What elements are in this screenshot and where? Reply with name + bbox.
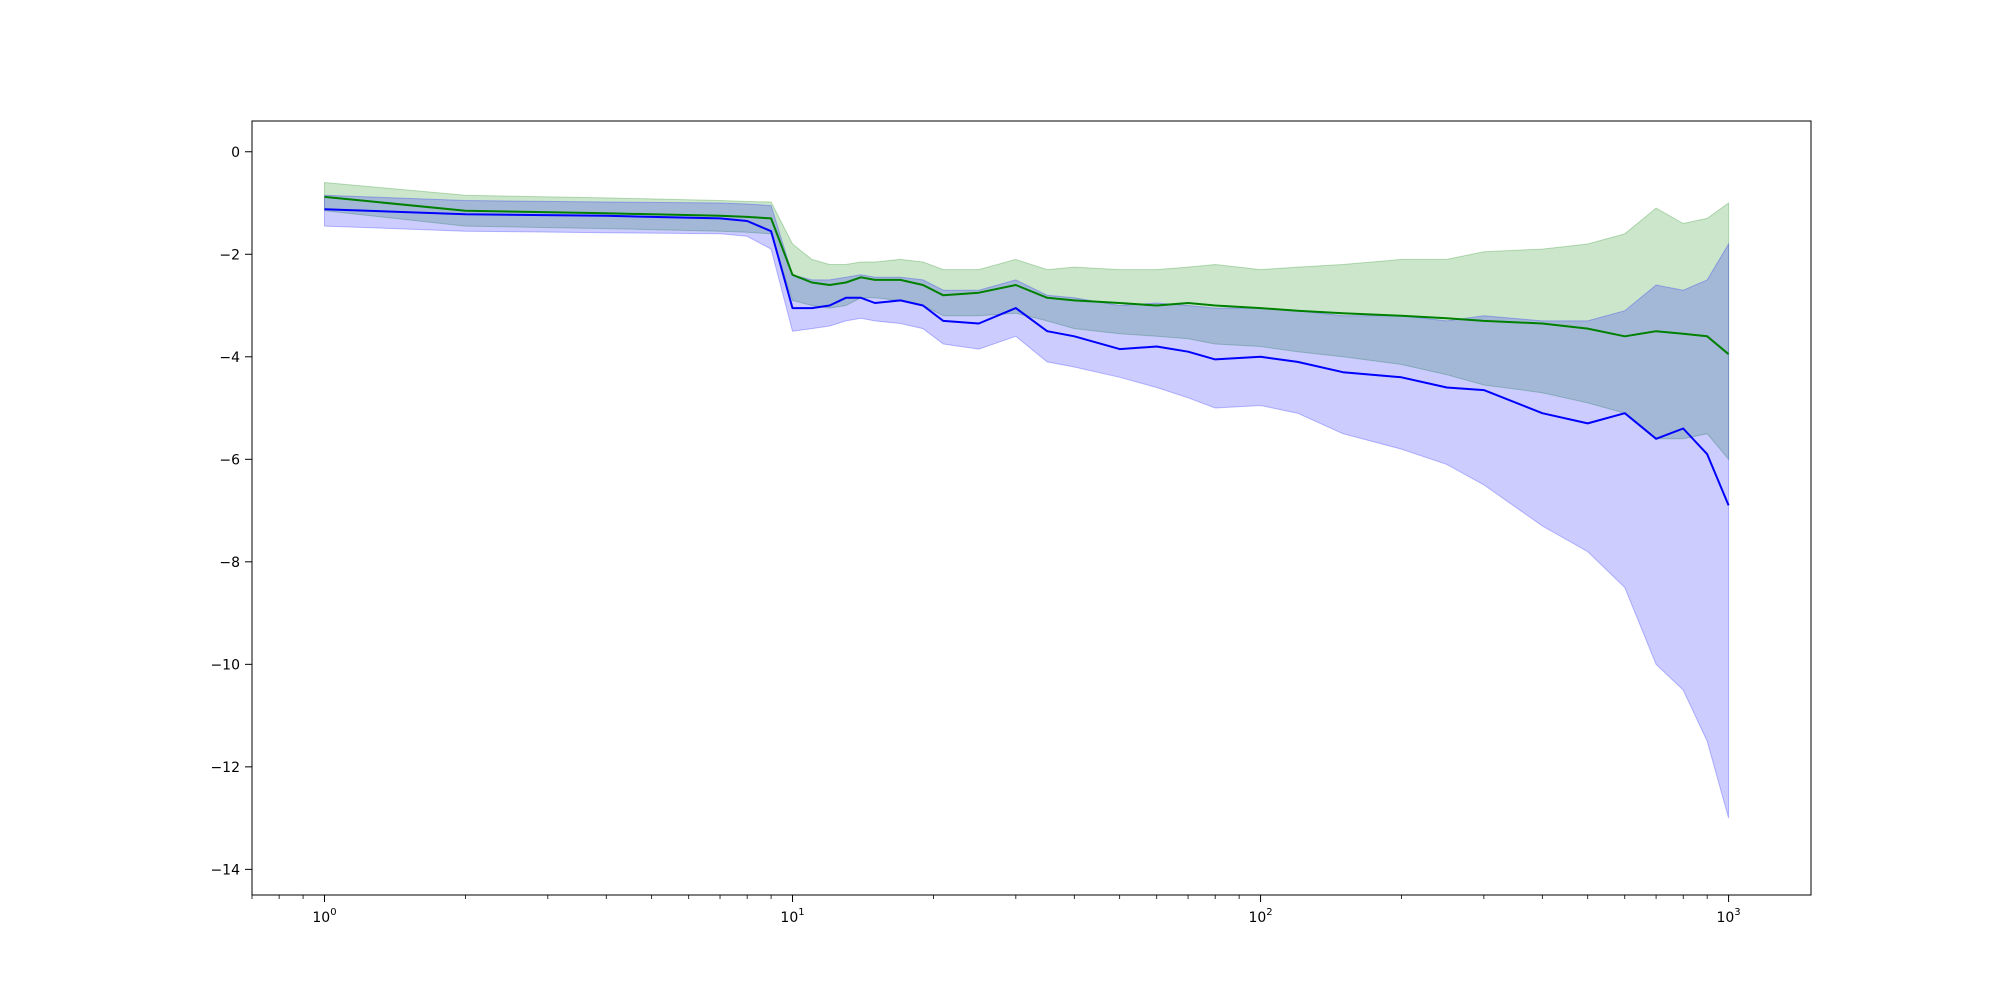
y-axis: 0 −2 −4 −6 −8 −10 −12 −14 <box>210 145 252 878</box>
y-tick-label: −4 <box>219 350 240 366</box>
x-tick-label: 102 <box>1248 907 1272 926</box>
plot-frame <box>251 120 1812 896</box>
line-series-2 <box>324 208 1730 506</box>
y-tick-label: −6 <box>219 452 240 468</box>
y-tick-label: −8 <box>219 555 240 571</box>
y-tick-label: −10 <box>210 657 240 673</box>
series-lines <box>324 195 1730 506</box>
y-tick-label: −14 <box>210 862 240 878</box>
x-axis: 100 101 102 103 <box>251 895 1741 926</box>
line-series-1 <box>324 195 1730 355</box>
confidence-bands <box>324 181 1730 819</box>
x-tick-label: 103 <box>1716 907 1740 926</box>
band-series-2 <box>324 194 1730 819</box>
y-tick-label: 0 <box>231 145 240 161</box>
y-tick-label: −12 <box>210 760 240 776</box>
x-tick-label: 100 <box>312 907 336 926</box>
y-tick-label: −2 <box>219 247 240 263</box>
x-tick-label: 101 <box>780 907 804 926</box>
